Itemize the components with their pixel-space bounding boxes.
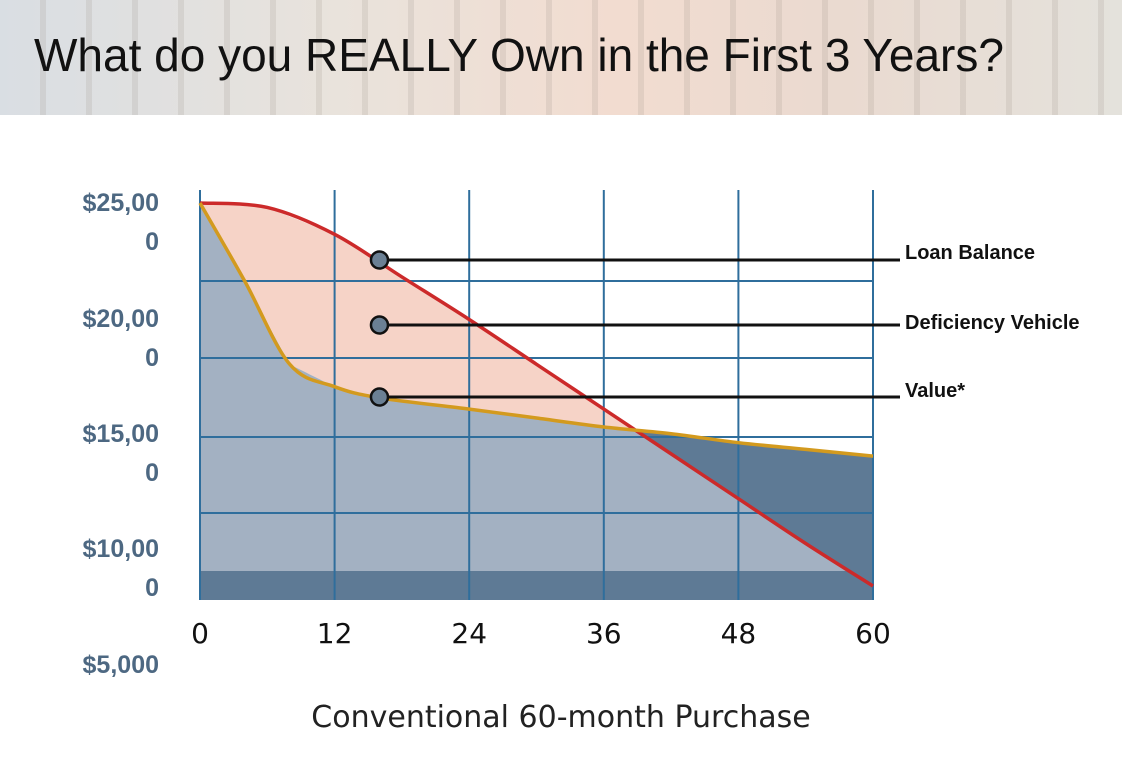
- y-tick-label: $25,00: [82, 189, 159, 217]
- slide-title: What do you REALLY Own in the First 3 Ye…: [34, 29, 1004, 81]
- deficiency-area: [200, 203, 873, 457]
- annotation-marker: [369, 387, 390, 407]
- y-tick-label: $15,00: [82, 420, 159, 448]
- chart: Loan Balance Deficiency Vehicle Value* 0 12…: [191, 190, 1080, 650]
- y-tick-label: $10,00: [82, 535, 159, 563]
- x-tick-label: 24: [451, 617, 487, 650]
- annotation-label: Loan Balance: [905, 242, 1035, 264]
- y-tick-label: $20,00: [82, 305, 159, 333]
- base-band: [200, 571, 873, 600]
- header-band: [0, 0, 1122, 115]
- annotation-label: Deficiency Vehicle: [905, 312, 1080, 334]
- x-tick-label: 12: [317, 617, 353, 650]
- x-axis-title: Conventional 60-month Purchase: [311, 700, 811, 735]
- x-axis-ticks: 0 12 24 36 48 60: [191, 617, 891, 650]
- series-line-value: [198, 202, 874, 458]
- x-tick-label: 0: [191, 617, 209, 650]
- series-line-loan-balance: [199, 201, 874, 588]
- y-tick-label: 0: [145, 574, 159, 602]
- annotation-marker: [369, 250, 390, 270]
- x-tick-label: 48: [721, 617, 757, 650]
- annotation-marker: [369, 315, 390, 335]
- x-tick-label: 60: [855, 617, 891, 650]
- depreciated-area: [200, 203, 873, 600]
- annotation-label: Value*: [905, 380, 965, 402]
- header-background-photo: [0, 0, 1122, 115]
- y-tick-label: 0: [145, 459, 159, 487]
- series-lines: [198, 201, 874, 588]
- y-tick-label: $5,000: [82, 651, 159, 679]
- y-tick-label: 0: [145, 344, 159, 372]
- y-tick-label: 0: [145, 228, 159, 256]
- annotations: Loan Balance Deficiency Vehicle Value*: [369, 242, 1080, 407]
- x-tick-label: 36: [586, 617, 622, 650]
